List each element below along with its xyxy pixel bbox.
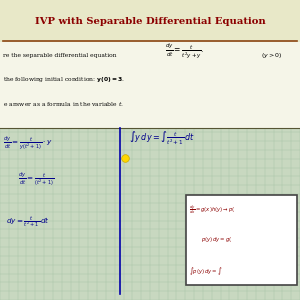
Text: $\frac{dy}{dt} = \frac{t}{t^2y+y}$.: $\frac{dy}{dt} = \frac{t}{t^2y+y}$. bbox=[165, 42, 204, 61]
Text: $\frac{dy}{dx} = g(x)h(y) \rightarrow p($: $\frac{dy}{dx} = g(x)h(y) \rightarrow p(… bbox=[189, 204, 235, 216]
Text: $\frac{dy}{dt} = \frac{t}{(t^2+1)}$: $\frac{dy}{dt} = \frac{t}{(t^2+1)}$ bbox=[18, 172, 54, 188]
Bar bbox=[186, 195, 297, 285]
Text: IVP with Separable Differential Equation: IVP with Separable Differential Equation bbox=[34, 16, 266, 26]
Text: $\int p(y)\,dy = \int$: $\int p(y)\,dy = \int$ bbox=[189, 266, 223, 277]
Text: the following initial condition: $\mathbf{y(0) = 3}$.: the following initial condition: $\mathb… bbox=[3, 75, 125, 84]
Text: e answer as a formula in the variable $\mathit{t}$.: e answer as a formula in the variable $\… bbox=[3, 100, 124, 107]
Text: re the separable differential equation: re the separable differential equation bbox=[3, 53, 116, 58]
Bar bbox=[0, 42, 300, 128]
Text: $\int y\,dy = \int \frac{t}{t^2+1}\,dt$: $\int y\,dy = \int \frac{t}{t^2+1}\,dt$ bbox=[129, 129, 195, 147]
Text: $p(y)\,dy = g($: $p(y)\,dy = g($ bbox=[201, 236, 232, 244]
Text: $dy = \frac{t}{t^2+1}\,dt$: $dy = \frac{t}{t^2+1}\,dt$ bbox=[6, 214, 50, 230]
Text: $(y > 0)$: $(y > 0)$ bbox=[261, 51, 283, 60]
Text: $\frac{dy}{dt} = \frac{t}{y(t^2+1)} \cdot y$: $\frac{dy}{dt} = \frac{t}{y(t^2+1)} \cdo… bbox=[3, 136, 53, 152]
Bar bbox=[0, 0, 300, 42]
